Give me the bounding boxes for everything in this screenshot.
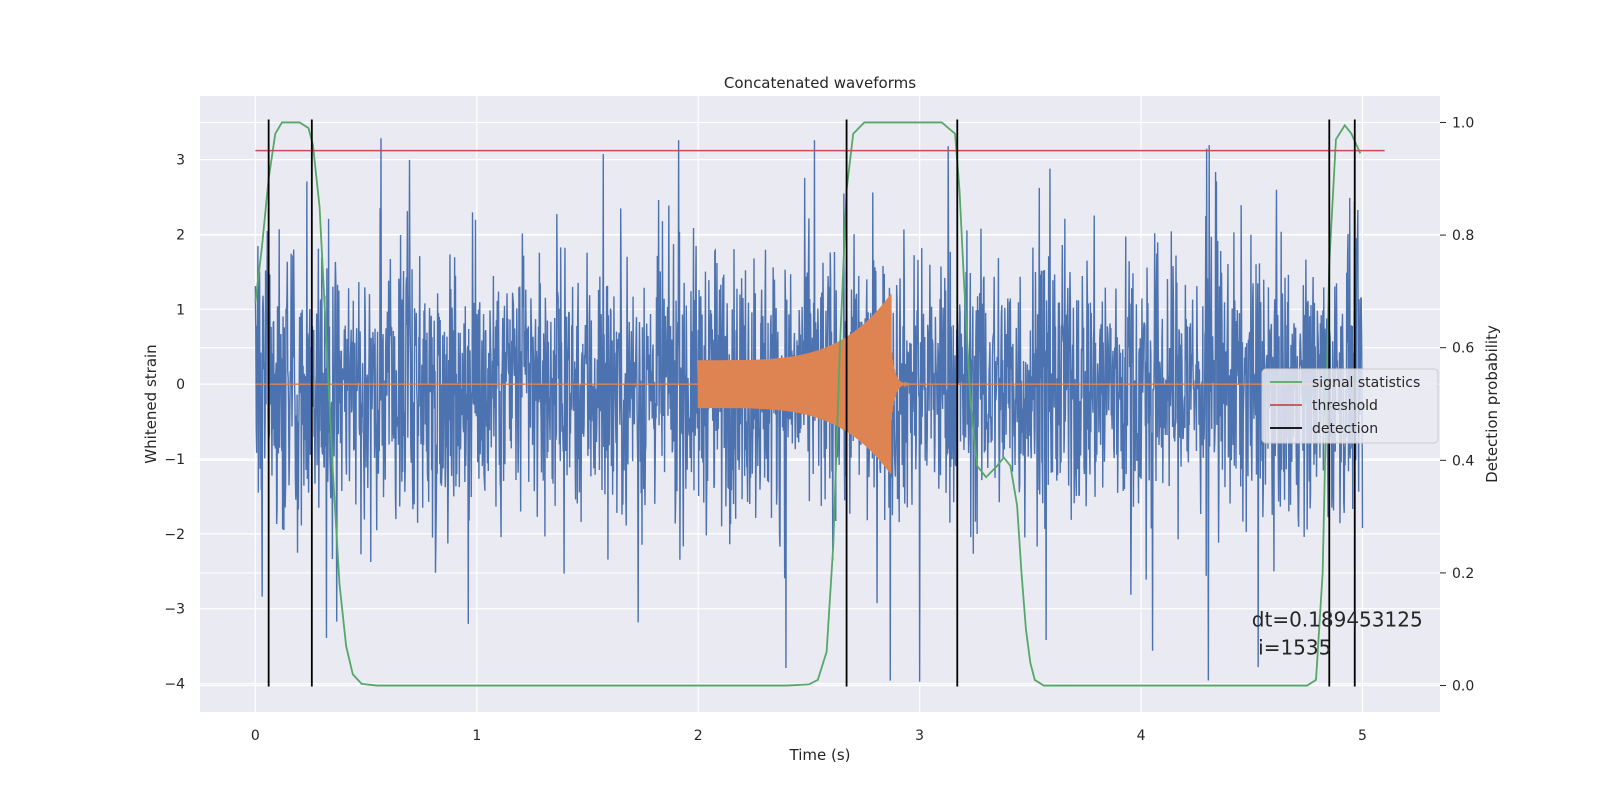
legend-label-detection: detection [1312,421,1378,437]
y-tick-label-0: −4 [164,677,185,693]
noise-series [254,138,1364,682]
chirp-series [255,294,1363,474]
signal-statistics-line [254,121,1362,687]
y-axis-label: Whitened strain [142,344,160,463]
chirp-line [255,294,1363,474]
legend-label-threshold: threshold [1312,398,1378,414]
legend-label-signal-statistics: signal statistics [1312,375,1420,391]
x-tick-label-3: 3 [915,728,924,744]
x-tick-label-2: 2 [694,728,703,744]
y-axis-label-right: Detection probability [1483,325,1501,483]
noise-line [254,138,1364,682]
y-tick-label-4: 0 [176,377,185,393]
chart-title: Concatenated waveforms [724,74,916,92]
y-tick-label-2: −2 [164,527,185,543]
legend: signal statistics threshold detection [1261,368,1439,444]
annotation-i: i=1535 [1252,635,1332,659]
y-tick-label-3: −1 [164,452,185,468]
axis-ticks: 0 1 2 3 4 5 −4 −3 −2 −1 0 1 2 3 0.0 0.2 0.4 0.6 0.8 1.0 [164,115,1474,744]
x-tick-label-5: 5 [1358,728,1367,744]
annotation-dt: dt=0.189453125 [1252,607,1423,631]
y-tick-label-5: 1 [176,302,185,318]
y-right-tick-label-0: 0.0 [1452,679,1474,695]
x-axis-label: Time (s) [789,746,851,764]
signal-statistics-series [254,121,1362,687]
y-right-tick-label-4: 0.8 [1452,228,1474,244]
y-tick-label-7: 3 [176,153,185,169]
x-tick-label-4: 4 [1137,728,1146,744]
y-right-tick-label-5: 1.0 [1452,115,1474,131]
x-tick-label-0: 0 [251,728,260,744]
y-right-tick-label-1: 0.2 [1452,566,1474,582]
y-right-tick-label-3: 0.6 [1452,341,1474,357]
legend-box [1261,368,1439,444]
y-tick-label-1: −3 [164,602,185,618]
y-tick-label-6: 2 [176,227,185,243]
x-tick-label-1: 1 [472,728,481,744]
y-right-tick-label-2: 0.4 [1452,453,1474,469]
